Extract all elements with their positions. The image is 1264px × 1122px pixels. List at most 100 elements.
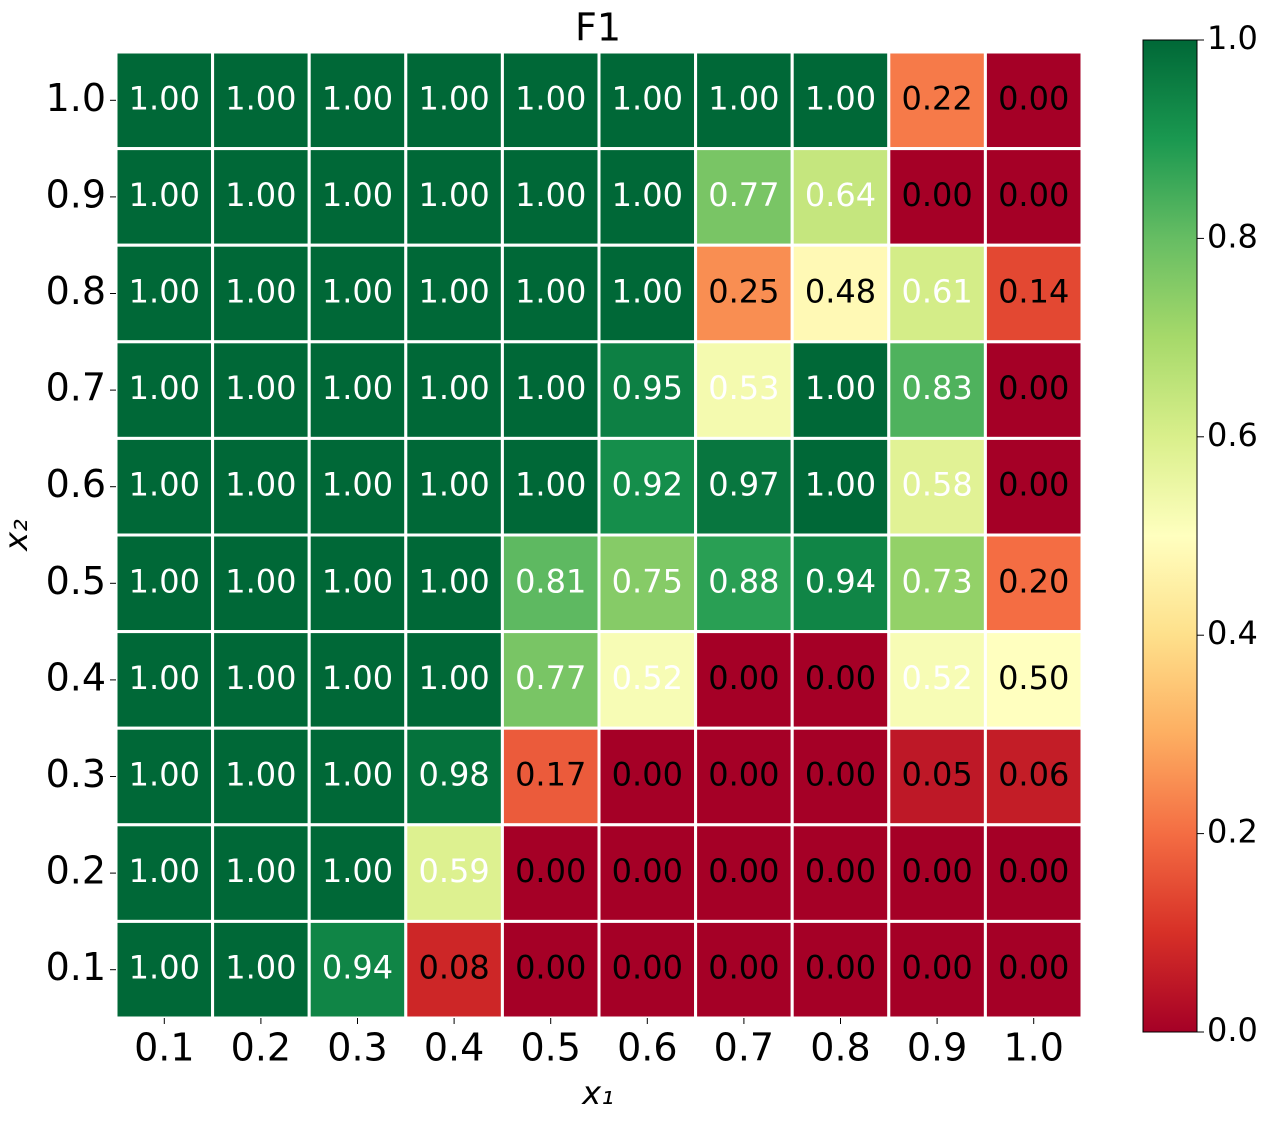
cell-label: 1.00 bbox=[612, 79, 683, 117]
cell-label: 1.00 bbox=[418, 659, 489, 697]
y-tick-label: 0.9 bbox=[46, 172, 106, 216]
cell-label: 0.00 bbox=[612, 949, 683, 987]
cell-label: 1.00 bbox=[225, 949, 296, 987]
cell-label: 1.00 bbox=[418, 79, 489, 117]
cell-label: 0.77 bbox=[515, 659, 586, 697]
cell-label: 1.00 bbox=[129, 273, 200, 311]
cell-label: 0.58 bbox=[901, 466, 972, 504]
cell-label: 0.92 bbox=[612, 466, 683, 504]
cell-label: 1.00 bbox=[418, 273, 489, 311]
cell-label: 0.14 bbox=[998, 273, 1069, 311]
cell-label: 1.00 bbox=[129, 852, 200, 890]
cell-label: 1.00 bbox=[225, 273, 296, 311]
x-tick-label: 0.2 bbox=[231, 1026, 291, 1070]
cell-label: 0.17 bbox=[515, 756, 586, 794]
cell-label: 1.00 bbox=[805, 79, 876, 117]
cell-label: 0.00 bbox=[998, 176, 1069, 214]
heatmap-cell bbox=[983, 823, 1084, 923]
heatmap-cell bbox=[983, 919, 1084, 1020]
heatmap-cell bbox=[114, 340, 215, 440]
cell-label: 0.88 bbox=[708, 562, 779, 600]
y-tick-label: 0.8 bbox=[46, 269, 106, 313]
heatmap-cell bbox=[597, 436, 698, 537]
cell-label: 0.00 bbox=[515, 949, 586, 987]
cell-label: 0.20 bbox=[998, 562, 1069, 600]
cell-label: 0.94 bbox=[322, 949, 393, 987]
heatmap-cell bbox=[887, 726, 987, 827]
heatmap-cell bbox=[500, 436, 601, 537]
heatmap-cell bbox=[597, 147, 698, 247]
cell-label: 0.00 bbox=[901, 176, 972, 214]
heatmap-cell bbox=[500, 919, 601, 1020]
chart-title: F1 bbox=[575, 6, 621, 50]
x-axis-label: x₁ bbox=[581, 1074, 614, 1112]
cell-label: 0.22 bbox=[901, 79, 972, 117]
heatmap-cell bbox=[211, 147, 311, 247]
cell-label: 0.06 bbox=[998, 756, 1069, 794]
cell-label: 1.00 bbox=[225, 176, 296, 214]
cell-label: 1.00 bbox=[225, 466, 296, 504]
cell-label: 1.00 bbox=[322, 756, 393, 794]
heatmap-cell bbox=[211, 243, 311, 344]
heatmap-cell bbox=[597, 50, 698, 151]
cell-label: 1.00 bbox=[225, 756, 296, 794]
heatmap-cell bbox=[597, 726, 698, 827]
cell-label: 0.48 bbox=[805, 273, 876, 311]
heatmap-cell bbox=[211, 823, 311, 923]
heatmap-cell bbox=[114, 533, 215, 634]
heatmap-cell bbox=[114, 919, 215, 1020]
cell-label: 1.00 bbox=[612, 176, 683, 214]
y-tick-label: 1.0 bbox=[46, 76, 106, 120]
heatmap-cell bbox=[597, 919, 698, 1020]
cell-label: 0.53 bbox=[708, 369, 779, 407]
cell-label: 1.00 bbox=[129, 466, 200, 504]
heatmap-cell bbox=[694, 726, 794, 827]
cell-label: 0.61 bbox=[901, 273, 972, 311]
heatmap-cell bbox=[500, 533, 601, 634]
cell-label: 0.97 bbox=[708, 466, 779, 504]
heatmap-cell bbox=[887, 919, 987, 1020]
cell-label: 0.75 bbox=[612, 562, 683, 600]
heatmap-cell bbox=[597, 630, 698, 730]
heatmap-cell bbox=[211, 436, 311, 537]
cell-label: 1.00 bbox=[322, 176, 393, 214]
cell-label: 1.00 bbox=[612, 273, 683, 311]
cell-label: 0.73 bbox=[901, 562, 972, 600]
cell-label: 1.00 bbox=[515, 273, 586, 311]
heatmap-cell bbox=[500, 726, 601, 827]
x-tick-label: 0.9 bbox=[907, 1026, 967, 1070]
cell-label: 0.81 bbox=[515, 562, 586, 600]
colorbar-tick-label: 0.0 bbox=[1207, 1011, 1258, 1049]
heatmap-cell bbox=[983, 630, 1084, 730]
cell-label: 0.00 bbox=[998, 852, 1069, 890]
y-tick-label: 0.4 bbox=[46, 655, 106, 699]
cell-label: 0.00 bbox=[901, 949, 972, 987]
heatmap-cell bbox=[887, 533, 987, 634]
cell-label: 1.00 bbox=[225, 659, 296, 697]
cell-label: 0.00 bbox=[708, 756, 779, 794]
heatmap-cell bbox=[404, 147, 504, 247]
cell-label: 0.00 bbox=[805, 659, 876, 697]
cell-label: 0.52 bbox=[612, 659, 683, 697]
heatmap-cell bbox=[694, 340, 794, 440]
cell-label: 1.00 bbox=[129, 756, 200, 794]
heatmap-cell bbox=[307, 533, 408, 634]
cell-label: 0.00 bbox=[998, 466, 1069, 504]
y-axis-label: x₂ bbox=[0, 519, 35, 552]
heatmap-cell bbox=[790, 726, 891, 827]
heatmap-cell bbox=[887, 436, 987, 537]
x-tick-label: 0.5 bbox=[520, 1026, 580, 1070]
cell-label: 0.00 bbox=[901, 852, 972, 890]
heatmap-cell bbox=[694, 243, 794, 344]
cell-label: 0.00 bbox=[708, 852, 779, 890]
cell-label: 0.59 bbox=[418, 852, 489, 890]
heatmap-cell bbox=[307, 243, 408, 344]
heatmap-cell bbox=[887, 630, 987, 730]
cell-label: 0.00 bbox=[612, 852, 683, 890]
heatmap-cell bbox=[211, 50, 311, 151]
heatmap-cell bbox=[694, 919, 794, 1020]
heatmap-cell bbox=[983, 243, 1084, 344]
cell-label: 1.00 bbox=[418, 562, 489, 600]
cell-label: 1.00 bbox=[805, 369, 876, 407]
